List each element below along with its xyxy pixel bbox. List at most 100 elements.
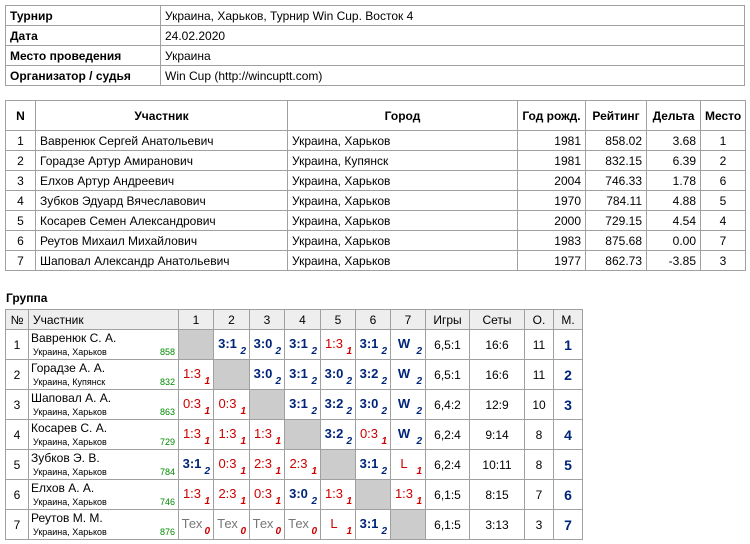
cell: 832.15 <box>585 150 647 171</box>
player-rating: 729 <box>159 437 175 447</box>
match-points: 2 <box>311 406 317 417</box>
match-score: 3:1 <box>289 336 308 351</box>
points: 8 <box>524 449 554 480</box>
match-points: 0 <box>311 526 317 537</box>
group-row: 4 Косарев С. А. Украина, Харьков 729 1:3 1 1:3… <box>5 419 583 450</box>
match-result: 3:0 2 <box>249 329 285 360</box>
match-score: 1:3 <box>182 366 202 381</box>
cell: 746.33 <box>585 170 647 191</box>
match-points: 2 <box>240 346 246 357</box>
match-points: 2 <box>311 346 317 357</box>
info-row: Дата 24.02.2020 <box>5 25 745 46</box>
match-score: 1:3 <box>218 426 237 441</box>
match-score: 1:3 <box>182 486 202 501</box>
info-value: Win Cup (http://wincuptt.com) <box>160 65 745 86</box>
match-score: 3:2 <box>324 396 344 411</box>
match-score: W <box>397 396 411 411</box>
match-score: W <box>397 426 411 441</box>
cell: 7 <box>700 230 746 251</box>
points: 11 <box>524 359 554 390</box>
sets: 16:6 <box>469 329 525 360</box>
cell: 1.78 <box>646 170 701 191</box>
header-row: N Участник Город Год рожд. Рейтинг Дельта Мест… <box>5 100 746 131</box>
participant-row: 7 Шаповал Александр Анатольевич Украина, Х… <box>5 250 746 271</box>
participant-row: 1 Вавренюк Сергей Анатольевич Украина, Хар… <box>5 130 746 151</box>
player-city: Украина, Купянск <box>33 377 106 387</box>
match-result: 3:1 2 <box>355 509 391 540</box>
points: 10 <box>524 389 554 420</box>
header-row: № Участник 1 2 3 4 5 6 7 Игры Сеты О. М. <box>5 309 583 330</box>
row-number: 6 <box>5 479 29 510</box>
column-header: Место <box>700 100 746 131</box>
sets: 9:14 <box>469 419 525 450</box>
group-row: 7 Реутов М. М. Украина, Харьков 876 Тех 0 Тех 0… <box>5 509 583 540</box>
column-header: № <box>5 309 29 330</box>
participant-row: 4 Зубков Эдуард Вячеславович Украина, Харь… <box>5 190 746 211</box>
column-header: 1 <box>178 309 214 330</box>
cell: 1983 <box>517 230 586 251</box>
match-result: 3:1 2 <box>178 449 214 480</box>
match-score: W <box>397 336 411 351</box>
info-table: Турнир Украина, Харьков, Турнир Win Cup. … <box>5 5 745 86</box>
match-result: 3:2 2 <box>320 419 356 450</box>
match-result: Тех 0 <box>249 509 285 540</box>
group-row: 3 Шаповал А. А. Украина, Харьков 863 0:3 1 0:3… <box>5 389 583 420</box>
group-row: 1 Вавренюк С. А. Украина, Харьков 858 3:1 2 3:… <box>5 329 583 360</box>
sets: 3:13 <box>469 509 525 540</box>
info-value: Украина <box>160 45 745 66</box>
match-score: 3:1 <box>289 366 308 381</box>
group-title: Группа <box>6 291 48 305</box>
column-header: 6 <box>355 309 391 330</box>
match-points: 1 <box>311 466 317 477</box>
match-score: 0:3 <box>359 426 379 441</box>
cell: 2 <box>700 150 746 171</box>
cell: 3 <box>5 170 36 191</box>
column-header: Участник <box>28 309 179 330</box>
match-points: 2 <box>416 406 422 417</box>
match-points: 1 <box>381 436 387 447</box>
cell: 875.68 <box>585 230 647 251</box>
match-points: 2 <box>346 406 352 417</box>
place: 5 <box>553 449 583 480</box>
place: 4 <box>553 419 583 450</box>
match-score: 0:3 <box>218 456 237 471</box>
games: 6,5:1 <box>425 359 470 390</box>
cell: Зубков Эдуард Вячеславович <box>35 190 288 211</box>
match-points: 1 <box>275 436 281 447</box>
match-score: 0:3 <box>182 396 202 411</box>
cell: Горадзе Артур Амиранович <box>35 150 288 171</box>
cell: 5 <box>5 210 36 231</box>
match-points: 1 <box>416 466 422 477</box>
cell: 2 <box>5 150 36 171</box>
match-result: 3:1 2 <box>284 329 321 360</box>
cell: 0.00 <box>646 230 701 251</box>
match-score: 3:0 <box>253 366 273 381</box>
match-score: W <box>397 366 411 381</box>
place: 6 <box>553 479 583 510</box>
player-city: Украина, Харьков <box>33 407 107 417</box>
cell: Украина, Харьков <box>287 130 518 151</box>
match-result: 2:3 1 <box>213 479 250 510</box>
player-city: Украина, Харьков <box>33 497 107 507</box>
games: 6,1:5 <box>425 479 470 510</box>
cell: 6 <box>700 170 746 191</box>
match-result: 3:2 2 <box>320 389 356 420</box>
participant-row: 6 Реутов Михаил Михайлович Украина, Харько… <box>5 230 746 251</box>
match-points: 0 <box>240 526 246 537</box>
column-header: М. <box>553 309 583 330</box>
match-points: 0 <box>275 526 281 537</box>
match-result: 3:1 2 <box>355 449 391 480</box>
match-score: 3:1 <box>182 456 202 471</box>
info-row: Организатор / судья Win Cup (http://wincu… <box>5 65 745 86</box>
column-header: 4 <box>284 309 321 330</box>
cell: Украина, Харьков <box>287 170 518 191</box>
info-label: Турнир <box>5 5 161 26</box>
match-points: 2 <box>204 466 210 477</box>
self-cell <box>355 479 391 510</box>
cell: 858.02 <box>585 130 647 151</box>
cell: 862.73 <box>585 250 647 271</box>
match-points: 1 <box>204 406 210 417</box>
games: 6,1:5 <box>425 509 470 540</box>
